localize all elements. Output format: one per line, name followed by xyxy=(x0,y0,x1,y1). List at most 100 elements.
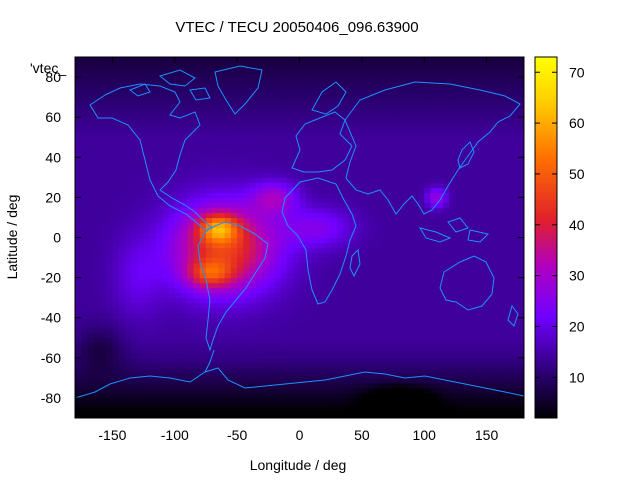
heatmap-cell xyxy=(330,92,338,98)
heatmap-cell xyxy=(156,207,163,214)
heatmap-cell xyxy=(237,327,244,334)
heatmap-cell xyxy=(199,382,207,389)
heatmap-cell xyxy=(106,172,114,178)
heatmap-cell xyxy=(393,292,400,299)
heatmap-cell xyxy=(274,77,282,83)
heatmap-cell xyxy=(137,302,145,309)
heatmap-cell xyxy=(181,357,188,364)
heatmap-cell xyxy=(299,327,307,334)
heatmap-cell xyxy=(75,102,82,108)
heatmap-cell xyxy=(405,127,413,133)
heatmap-cell xyxy=(93,227,101,234)
heatmap-cell xyxy=(99,232,107,239)
heatmap-cell xyxy=(218,307,226,314)
heatmap-cell xyxy=(237,402,244,409)
heatmap-cell xyxy=(492,212,500,219)
heatmap-cell xyxy=(93,192,101,198)
heatmap-cell xyxy=(318,327,326,334)
heatmap-cell xyxy=(243,192,251,198)
heatmap-cell xyxy=(455,337,463,344)
heatmap-cell xyxy=(430,302,438,309)
heatmap-cell xyxy=(249,162,257,168)
heatmap-cell xyxy=(442,402,450,409)
heatmap-cell xyxy=(255,352,263,359)
heatmap-cell xyxy=(442,372,450,379)
heatmap-cell xyxy=(424,82,432,88)
heatmap-cell xyxy=(330,367,338,374)
heatmap-cell xyxy=(436,272,444,279)
heatmap-cell xyxy=(124,77,132,83)
heatmap-cell xyxy=(449,402,457,409)
heatmap-cell xyxy=(311,287,319,294)
heatmap-cell xyxy=(131,217,138,224)
heatmap-cell xyxy=(499,307,506,314)
heatmap-cell xyxy=(237,167,244,173)
heatmap-cell xyxy=(436,67,444,73)
heatmap-cell xyxy=(124,162,132,168)
heatmap-cell xyxy=(124,392,132,399)
heatmap-cell xyxy=(237,287,244,294)
heatmap-cell xyxy=(287,67,294,73)
heatmap-cell xyxy=(399,282,407,289)
heatmap-cell xyxy=(405,62,413,68)
heatmap-cell xyxy=(174,307,182,314)
heatmap-cell xyxy=(87,367,95,374)
heatmap-cell xyxy=(299,257,307,264)
heatmap-cell xyxy=(280,247,288,254)
heatmap-cell xyxy=(93,247,101,254)
heatmap-cell xyxy=(268,287,276,294)
heatmap-cell xyxy=(455,242,463,249)
heatmap-cell xyxy=(305,157,313,163)
heatmap-cell xyxy=(93,72,101,78)
heatmap-cell xyxy=(193,237,201,244)
heatmap-cell xyxy=(224,87,232,93)
heatmap-cell xyxy=(474,262,481,269)
heatmap-cell xyxy=(280,377,288,384)
heatmap-cell xyxy=(299,392,307,399)
heatmap-cell xyxy=(81,262,89,269)
heatmap-cell xyxy=(474,82,481,88)
heatmap-cell xyxy=(467,217,475,224)
heatmap-cell xyxy=(393,407,400,414)
heatmap-cell xyxy=(212,402,220,409)
heatmap-cell xyxy=(343,67,350,73)
heatmap-cell xyxy=(343,247,350,254)
heatmap-cell xyxy=(99,202,107,209)
heatmap-cell xyxy=(449,227,457,234)
heatmap-cell xyxy=(436,177,444,183)
heatmap-cell xyxy=(118,242,126,249)
heatmap-cell xyxy=(386,332,394,339)
heatmap-cell xyxy=(324,177,332,183)
heatmap-cell xyxy=(230,412,238,418)
heatmap-cell xyxy=(81,352,89,359)
heatmap-cell xyxy=(287,197,294,203)
heatmap-cell xyxy=(361,287,369,294)
heatmap-cell xyxy=(311,282,319,289)
heatmap-cell xyxy=(174,137,182,143)
heatmap-cell xyxy=(87,262,95,269)
heatmap-cell xyxy=(474,402,481,409)
heatmap-cell xyxy=(168,362,176,369)
heatmap-cell xyxy=(492,222,500,229)
heatmap-cell xyxy=(268,252,276,259)
heatmap-cell xyxy=(368,412,375,418)
heatmap-cell xyxy=(181,282,188,289)
heatmap-cell xyxy=(499,192,506,198)
heatmap-cell xyxy=(305,412,313,418)
heatmap-cell xyxy=(255,267,263,274)
heatmap-cell xyxy=(187,297,195,304)
heatmap-cell xyxy=(205,272,213,279)
heatmap-cell xyxy=(230,192,238,198)
heatmap-cell xyxy=(287,82,294,88)
heatmap-cell xyxy=(162,322,170,329)
heatmap-cell xyxy=(399,122,407,128)
heatmap-cell xyxy=(424,57,432,63)
heatmap-cell xyxy=(81,322,89,329)
heatmap-cell xyxy=(243,312,251,319)
heatmap-cell xyxy=(449,152,457,158)
heatmap-cell xyxy=(131,232,138,239)
heatmap-cell xyxy=(280,77,288,83)
heatmap-cell xyxy=(193,252,201,259)
heatmap-cell xyxy=(405,407,413,414)
heatmap-cell xyxy=(118,347,126,354)
